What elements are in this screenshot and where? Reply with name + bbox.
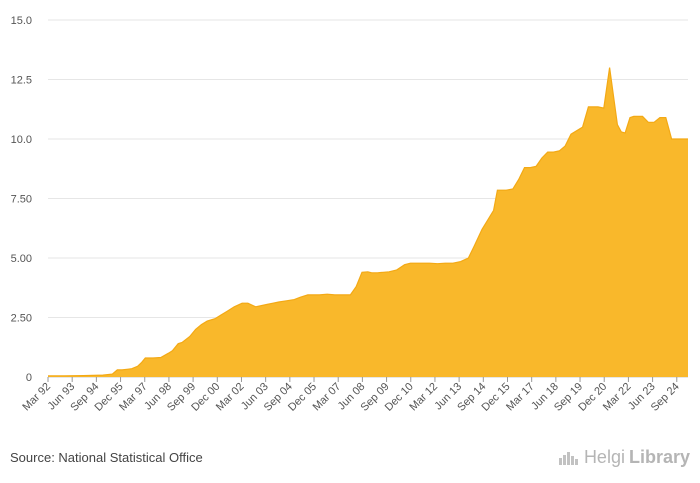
- y-tick-label: 5.00: [11, 253, 32, 265]
- helgi-library-logo-icon: [558, 451, 578, 465]
- y-tick-label: 15.0: [11, 15, 32, 27]
- gridlines: [48, 19, 688, 378]
- logo-text-light: Helgi: [583, 447, 625, 467]
- source-note: Source: National Statistical Office: [10, 450, 203, 465]
- logo-text-bold: Library: [628, 447, 690, 467]
- y-axis-ticks: 0 2.50 5.00 7.50 10.0 12.5 15.0: [11, 15, 32, 384]
- y-tick-label: 2.50: [11, 313, 32, 325]
- area-series: [48, 67, 688, 377]
- y-tick-label: 12.5: [11, 75, 32, 87]
- y-tick-label: 0: [26, 372, 32, 384]
- area-line: [48, 67, 688, 377]
- y-tick-label: 10.0: [11, 134, 32, 146]
- area-fill: [48, 67, 688, 377]
- x-tick-label: Mar 92: [20, 381, 53, 414]
- helgi-library-logo: Helgi Library: [558, 447, 690, 468]
- y-tick-label: 7.50: [11, 194, 32, 206]
